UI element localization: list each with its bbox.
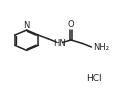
Text: NH₂: NH₂	[93, 43, 109, 52]
Text: O: O	[68, 20, 74, 29]
Text: N: N	[23, 21, 30, 30]
Text: HN: HN	[53, 39, 66, 48]
Text: HCl: HCl	[86, 74, 102, 83]
